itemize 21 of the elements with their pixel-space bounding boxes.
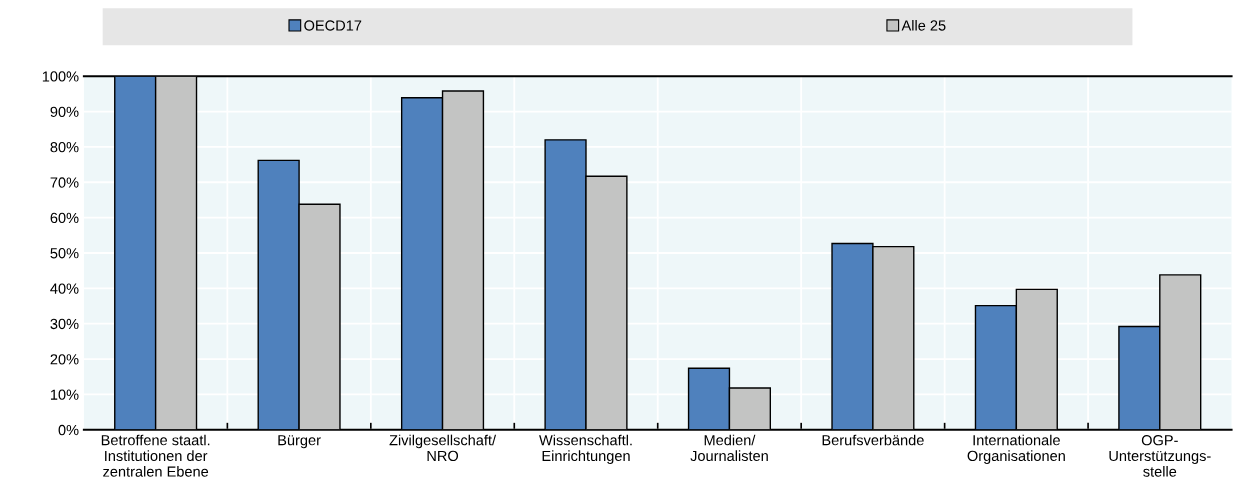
legend-label: Alle 25 — [901, 19, 946, 31]
y-tick-label: 10% — [50, 389, 79, 400]
y-tick-label: 90% — [50, 106, 79, 117]
x-tick-label: Internationale Organisationen — [967, 434, 1065, 464]
y-tick-label: 50% — [50, 248, 79, 259]
y-tick-label: 20% — [50, 354, 79, 365]
y-tick-label: 40% — [50, 283, 79, 294]
x-tick-label: Berufsverbände — [822, 434, 924, 446]
x-tick-label: Zivilgesellschaft/ NRO — [389, 434, 497, 462]
y-tick-label: 0% — [58, 424, 79, 436]
y-tick-label: 70% — [50, 177, 79, 188]
x-tick-label: Bürger — [278, 435, 321, 449]
x-tick-label: Wissenschaftl. Einrichtungen — [539, 434, 632, 464]
x-tick-label: Medien/ Journalisten — [690, 434, 768, 462]
y-tick-label: 100% — [42, 71, 79, 82]
x-tick-label: OGP- Unterstützungs- stelle — [1109, 435, 1211, 477]
y-tick-label: 80% — [50, 142, 79, 153]
x-tick-label: Betroffene staatl. Institutionen der zentralen Ebene — [101, 434, 210, 477]
legend-label: OECD17 — [304, 20, 362, 31]
y-tick-label: 60% — [50, 212, 79, 224]
y-tick-label: 30% — [50, 318, 79, 330]
